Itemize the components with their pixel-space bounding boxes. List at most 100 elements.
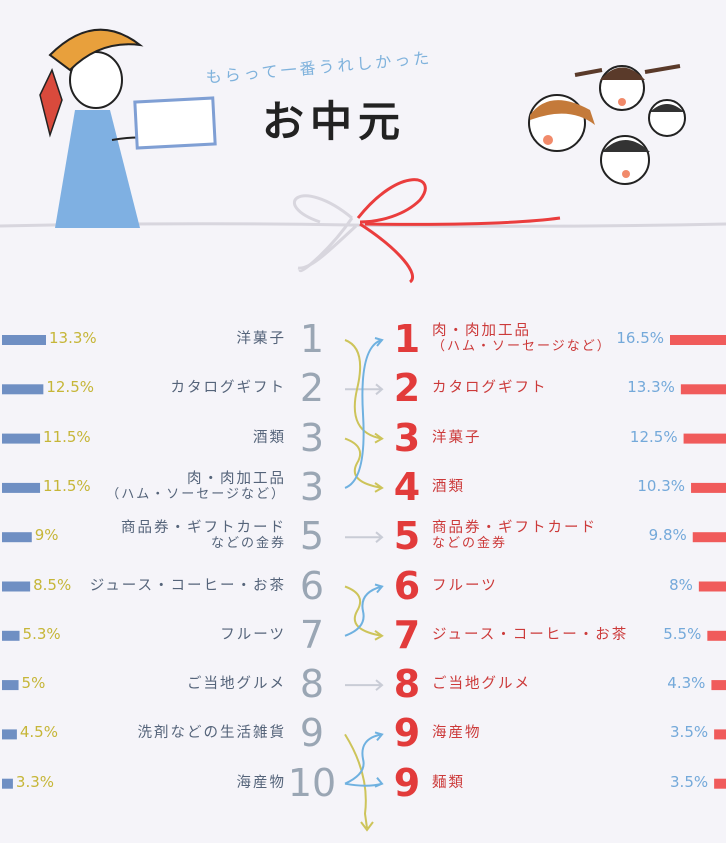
left-value-label: 12.5% — [46, 378, 94, 397]
left-rank-number: 5 — [299, 514, 325, 559]
left-rank-number: 8 — [299, 662, 325, 707]
item-name: 麺類 — [432, 774, 465, 791]
item-name: ジュース・コーヒー・お茶 — [89, 577, 286, 594]
left-bar — [2, 433, 41, 444]
right-bar — [680, 384, 726, 395]
right-bar — [711, 680, 726, 691]
left-item-label: 商品券・ギフトカード などの金券 — [121, 520, 286, 552]
arrow-same-icon — [345, 531, 384, 543]
item-note: （ハム・ソーセージなど） — [106, 486, 286, 502]
right-value-label: 4.3% — [667, 674, 706, 693]
right-value-label: 9.8% — [648, 526, 687, 545]
children-faces-icon — [528, 64, 686, 185]
item-note: などの金券 — [210, 535, 286, 551]
item-name: 海産物 — [432, 725, 482, 742]
arrow-up-icon — [344, 337, 384, 489]
left-item-label: 洗剤などの生活雑貨 — [138, 725, 287, 742]
left-bar — [2, 778, 13, 789]
girl-with-gift-icon — [39, 28, 217, 228]
item-name: 酒類 — [432, 478, 465, 495]
left-value-label: 5.3% — [22, 624, 61, 643]
right-item-label: ご当地グルメ — [432, 676, 531, 693]
right-rank-number: 9 — [393, 711, 421, 756]
left-rank-number: 9 — [299, 711, 325, 756]
left-item-label: フルーツ — [220, 627, 286, 644]
item-name: フルーツ — [220, 626, 286, 643]
left-item-label: カタログギフト — [171, 380, 287, 397]
right-rank-number: 2 — [393, 366, 421, 411]
left-value-label: 13.3% — [49, 329, 97, 347]
right-value-label: 12.5% — [629, 427, 678, 446]
item-note: などの金券 — [432, 535, 508, 551]
arrow-down-icon — [344, 437, 384, 493]
right-value-label: 3.5% — [670, 723, 709, 742]
page-title: お中元 — [262, 97, 407, 146]
ribbon-bow-left-icon — [293, 194, 353, 224]
right-bar — [691, 482, 726, 493]
right-value-label: 5.5% — [663, 624, 702, 643]
left-rank-number: 7 — [299, 612, 325, 657]
left-value-label: 11.5% — [43, 427, 91, 446]
right-item-label: 洋菓子 — [432, 430, 482, 447]
left-bar — [2, 680, 19, 691]
left-bar — [2, 335, 46, 345]
item-name: 肉・肉加工品 — [187, 470, 286, 487]
right-rank-number: 6 — [393, 563, 421, 608]
left-bar — [2, 384, 44, 395]
right-item-label: 海産物 — [432, 725, 482, 742]
left-rank-number: 1 — [299, 317, 325, 361]
left-item-label: ご当地グルメ — [187, 676, 286, 693]
item-note: （ハム・ソーセージなど） — [432, 338, 612, 354]
right-item-label: 肉・肉加工品 （ハム・ソーセージなど） — [432, 323, 612, 355]
left-rank-number: 3 — [299, 464, 325, 509]
right-rank-number: 3 — [393, 415, 421, 460]
item-name: ジュース・コーヒー・お茶 — [432, 626, 629, 643]
left-rank-number: 10 — [287, 760, 337, 805]
item-name: 肉・肉加工品 — [432, 323, 531, 339]
left-bar — [2, 532, 32, 543]
arrow-in-icon — [344, 777, 384, 788]
right-value-label: 10.3% — [637, 476, 686, 495]
right-value-label: 16.5% — [616, 329, 664, 347]
left-rank-number: 3 — [299, 415, 325, 460]
left-bar — [2, 482, 41, 493]
left-rank-number: 6 — [299, 563, 325, 608]
item-name: 洗剤などの生活雑貨 — [137, 725, 286, 742]
right-item-label: 麺類 — [432, 775, 465, 792]
left-bar — [2, 630, 20, 641]
ribbon-bow-right-icon — [356, 178, 427, 224]
left-value-label: 11.5% — [43, 476, 91, 495]
right-rank-number: 7 — [393, 612, 421, 657]
left-value-label: 8.5% — [33, 575, 72, 594]
left-value-label: 9% — [34, 526, 59, 545]
item-name: ご当地グルメ — [187, 676, 286, 693]
item-name: 商品券・ギフトカード — [432, 520, 597, 537]
right-item-label: カタログギフト — [432, 380, 548, 397]
left-item-label: 洋菓子 — [237, 331, 287, 348]
item-name: カタログギフト — [170, 380, 286, 397]
right-rank-number: 4 — [393, 464, 421, 509]
right-bar — [698, 581, 726, 592]
right-item-label: フルーツ — [432, 578, 498, 595]
right-value-label: 3.5% — [670, 772, 709, 791]
right-value-label: 13.3% — [627, 378, 675, 397]
item-name: 洋菓子 — [432, 429, 482, 446]
item-name: 海産物 — [236, 774, 286, 791]
item-name: 商品券・ギフトカード — [121, 520, 286, 537]
arrow-same-icon — [345, 383, 384, 396]
left-value-label: 4.5% — [19, 723, 58, 742]
right-bar — [683, 433, 726, 444]
arrow-up-icon — [344, 583, 384, 637]
arrow-down-icon — [344, 339, 384, 444]
arrow-down-icon — [344, 585, 384, 641]
arrow-out-icon — [344, 733, 374, 832]
right-bar — [692, 532, 726, 543]
left-bar — [2, 581, 31, 592]
right-item-label: 酒類 — [432, 479, 465, 496]
left-item-label: 海産物 — [237, 775, 287, 792]
item-name: フルーツ — [432, 577, 498, 594]
